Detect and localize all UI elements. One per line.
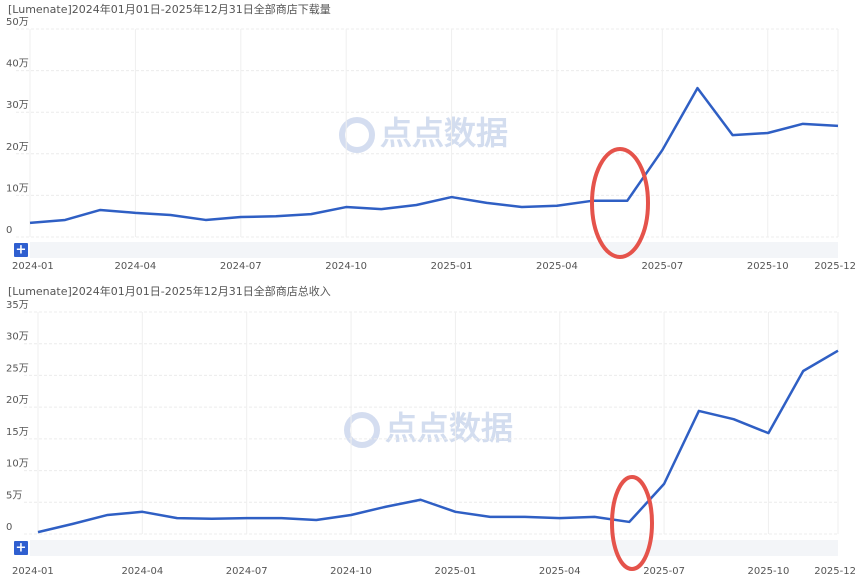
x-tick-label: 2024-10 [330,566,372,577]
y-tick-label: 35万 [6,300,29,311]
line-series [29,86,839,225]
highlight-circle [610,475,654,571]
zoom-button[interactable] [14,541,28,555]
highlight-circle [590,147,650,259]
watermark-icon [339,117,375,153]
watermark-icon [344,412,380,448]
y-tick-label: 25万 [6,363,29,374]
y-tick-label: 30万 [6,332,29,343]
zoom-slider [30,242,838,258]
x-tick-label: 2025-12 [814,566,856,577]
zoom-button-label[interactable]: + [16,541,27,556]
x-tick-label: 2024-10 [325,261,367,272]
x-tick-label: 2024-04 [121,566,163,577]
y-tick-label: 20万 [6,142,29,153]
y-tick-label: 10万 [6,459,29,470]
chart-title: [Lumenate]2024年01月01日-2025年12月31日全部商店下载量 [8,2,331,16]
chart-title: [Lumenate]2024年01月01日-2025年12月31日全部商店总收入 [8,284,331,298]
y-tick-label: 0 [6,225,12,236]
y-tick-label: 40万 [6,59,29,70]
x-tick-label: 2024-07 [226,566,268,577]
x-tick-label: 2025-07 [643,566,685,577]
y-tick-label: 0 [6,522,12,533]
zoom-slider [30,540,838,556]
y-tick-label: 20万 [6,395,29,406]
y-tick-label: 15万 [6,427,29,438]
x-tick-label: 2025-01 [434,566,476,577]
y-tick-label: 50万 [6,17,29,28]
x-tick-label: 2025-10 [747,261,789,272]
watermark: 点点数据 [385,409,513,447]
zoom-button-label[interactable]: + [16,243,27,258]
x-tick-label: 2025-12 [814,261,856,272]
x-tick-label: 2025-04 [539,566,581,577]
x-tick-label: 2025-10 [748,566,790,577]
x-tick-label: 2025-01 [431,261,473,272]
y-tick-label: 10万 [6,183,29,194]
zoom-button[interactable] [14,243,28,257]
x-tick-label: 2025-07 [641,261,683,272]
y-tick-label: 30万 [6,100,29,111]
watermark: 点点数据 [380,114,508,152]
line-series [37,349,839,534]
y-tick-label: 5万 [6,490,22,501]
x-tick-label: 2024-01 [12,566,54,577]
x-tick-label: 2024-01 [12,261,54,272]
x-tick-label: 2024-07 [220,261,262,272]
x-tick-label: 2025-04 [536,261,578,272]
x-tick-label: 2024-04 [114,261,156,272]
